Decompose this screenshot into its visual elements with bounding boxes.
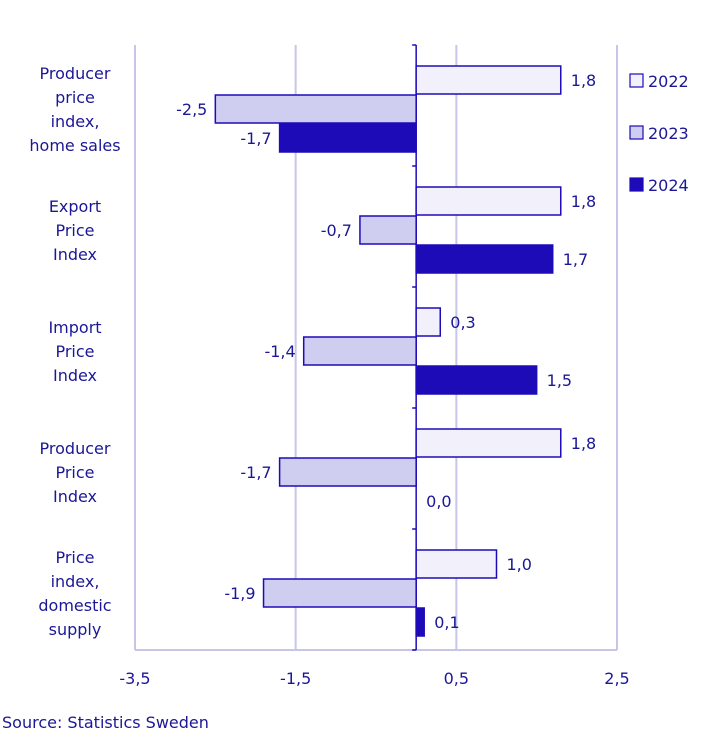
category-label-2: Import Price Index (48, 318, 101, 385)
category-label-line: Price (55, 221, 94, 240)
value-label-2022-4: 1,0 (507, 555, 532, 574)
category-label-0: Producer price index, home sales (29, 64, 120, 155)
legend-label-2024: 2024 (648, 176, 689, 195)
value-label-2022-3: 1,8 (571, 434, 596, 453)
category-label-line: Export (49, 197, 101, 216)
category-label-line: Price (55, 548, 94, 567)
value-label-2024-2: 1,5 (547, 371, 572, 390)
value-label-2022-2: 0,3 (450, 313, 475, 332)
x-tick-label-1: -1,5 (280, 669, 311, 688)
category-label-line: Producer (40, 439, 111, 458)
category-label-line: price (55, 88, 95, 107)
value-label-2024-3: 0,0 (426, 492, 451, 511)
x-tick-label-3: 2,5 (604, 669, 629, 688)
value-label-2023-4: -1,9 (224, 584, 255, 603)
legend-swatch-2022 (629, 73, 644, 88)
bar-2022-0 (415, 65, 562, 95)
bar-2022-1 (415, 186, 562, 216)
value-label-2022-0: 1,8 (571, 71, 596, 90)
bar-2022-3 (415, 428, 562, 458)
category-label-line: Index (53, 487, 97, 506)
value-label-2023-0: -2,5 (176, 100, 207, 119)
legend-swatch-2024 (629, 177, 644, 192)
bar-2023-2 (302, 336, 417, 366)
category-label-line: Price (55, 463, 94, 482)
bar-2023-0 (214, 94, 417, 124)
category-label-line: Index (53, 366, 97, 385)
category-labels: Producer price index, home sales Export Price… (29, 64, 120, 639)
bar-2023-1 (359, 215, 417, 245)
x-axis-ticks: -3,5 -1,5 0,5 2,5 (119, 669, 629, 688)
category-label-line: domestic (38, 596, 111, 615)
category-label-line: Index (53, 245, 97, 264)
legend: 2022 2023 2024 (629, 72, 689, 195)
x-tick-label-2: 0,5 (444, 669, 469, 688)
value-label-2023-2: -1,4 (264, 342, 295, 361)
value-labels: 1,8 -2,5 -1,7 1,8 -0,7 1,7 0,3 -1,4 1,5 1,8 -1,7 0,… (176, 71, 596, 632)
value-label-2022-1: 1,8 (571, 192, 596, 211)
bar-2024-2 (415, 365, 538, 395)
bar-2022-4 (415, 549, 498, 579)
category-label-line: Price (55, 342, 94, 361)
bar-2024-0 (278, 123, 417, 153)
category-label-line: index, (51, 112, 100, 131)
legend-label-2023: 2023 (648, 124, 689, 143)
category-label-1: Export Price Index (49, 197, 101, 264)
bar-2022-2 (415, 307, 442, 337)
category-label-line: Import (48, 318, 101, 337)
x-tick-label-0: -3,5 (119, 669, 150, 688)
legend-label-2022: 2022 (648, 72, 689, 91)
value-label-2023-1: -0,7 (321, 221, 352, 240)
bar-2023-3 (278, 457, 417, 487)
category-label-line: Producer (40, 64, 111, 83)
legend-swatch-2023 (629, 125, 644, 140)
category-label-3: Producer Price Index (40, 439, 111, 506)
source-note: Source: Statistics Sweden (2, 713, 209, 732)
value-label-2023-3: -1,7 (240, 463, 271, 482)
category-label-4: Price index, domestic supply (38, 548, 111, 639)
category-label-line: home sales (29, 136, 120, 155)
bar-2023-4 (262, 578, 417, 608)
value-label-2024-0: -1,7 (240, 129, 271, 148)
value-label-2024-1: 1,7 (563, 250, 588, 269)
bar-2024-4 (415, 607, 425, 637)
category-label-line: index, (51, 572, 100, 591)
value-label-2024-4: 0,1 (434, 613, 459, 632)
bars (214, 65, 562, 637)
bar-2024-1 (415, 244, 554, 274)
category-label-line: supply (49, 620, 102, 639)
